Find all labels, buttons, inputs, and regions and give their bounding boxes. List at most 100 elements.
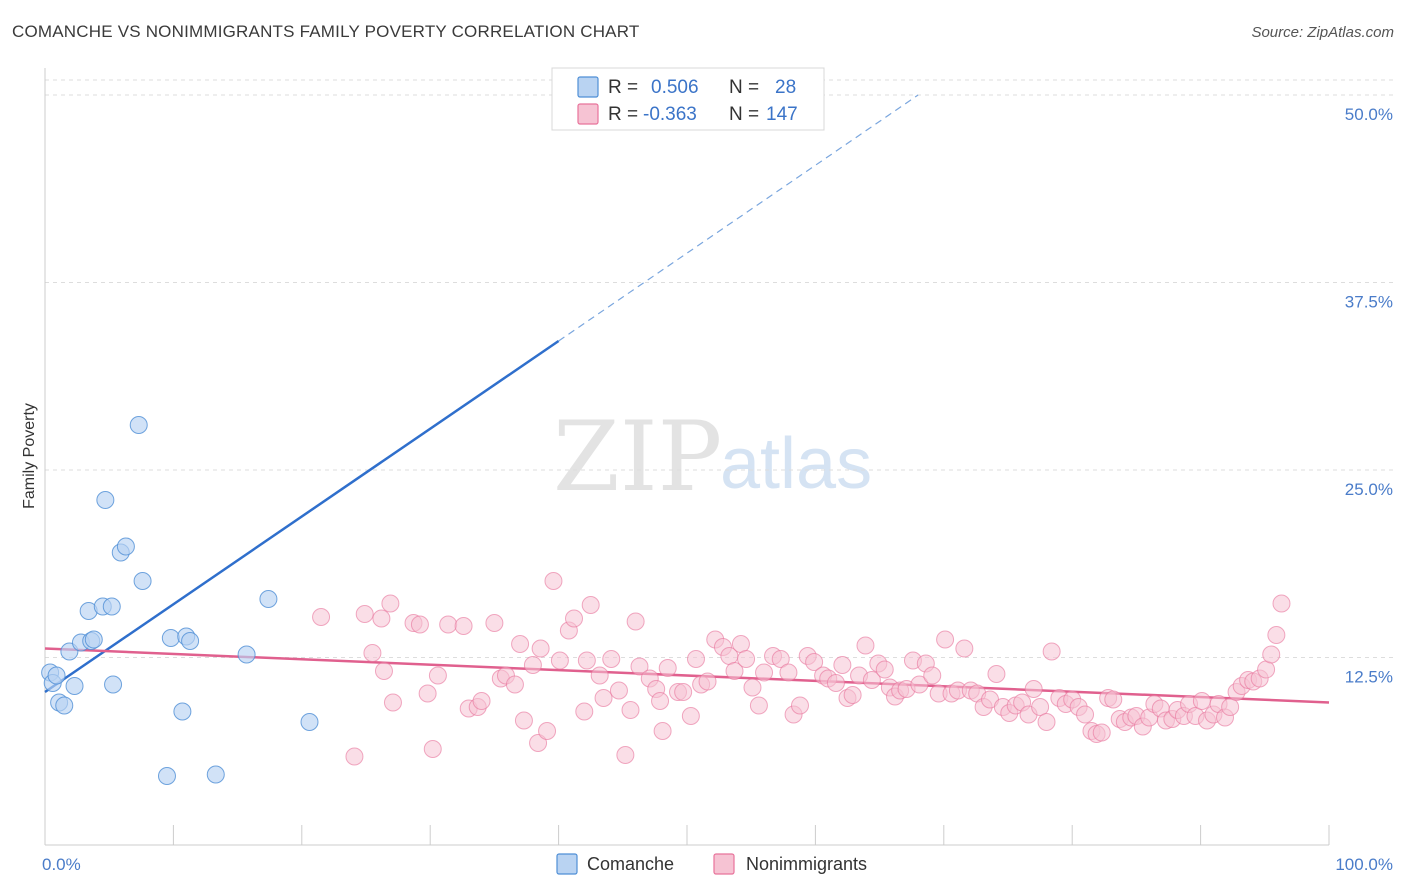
watermark-atlas: atlas: [720, 424, 872, 504]
comanche-point: [161, 629, 180, 647]
nonimmigrants-point: [454, 617, 473, 635]
legend-r-value-nonimmigrants: -0.363: [643, 104, 697, 125]
nonimmigrants-point: [410, 615, 429, 634]
comanche-point: [102, 597, 121, 616]
y-tick-label: 12.5%: [1345, 668, 1393, 687]
nonimmigrants-point: [581, 596, 600, 614]
y-tick-label: 50.0%: [1345, 105, 1393, 124]
legend-box: R = 0.506 N = 28 R = -0.363 N = 147: [551, 67, 825, 131]
nonimmigrants-point: [743, 678, 762, 697]
nonimmigrants-point: [725, 662, 744, 680]
nonimmigrants-point: [630, 657, 649, 676]
nonimmigrants-point: [616, 746, 635, 764]
nonimmigrants-point: [439, 615, 458, 634]
nonimmigrants-point: [590, 666, 609, 685]
nonimmigrants-point: [1024, 680, 1043, 698]
nonimmigrants-point: [1272, 594, 1291, 613]
nonimmigrants-point: [856, 636, 875, 655]
x-tick-label-max: 100.0%: [1335, 855, 1393, 874]
y-tick-label: 37.5%: [1345, 293, 1393, 312]
nonimmigrants-point: [575, 702, 594, 721]
nonimmigrants-point: [550, 651, 569, 670]
nonimmigrants-point: [833, 656, 852, 674]
nonimmigrants-point: [418, 684, 437, 703]
nonimmigrants-point: [621, 701, 640, 719]
nonimmigrants-point: [577, 651, 596, 670]
nonimmigrants-point: [531, 639, 550, 658]
chart-title: COMANCHE VS NONIMMIGRANTS FAMILY POVERTY…: [12, 22, 640, 41]
nonimmigrants-point: [1267, 626, 1286, 644]
bottom-legend: Comanche Nonimmigrants: [556, 853, 867, 875]
comanche-point: [84, 630, 103, 649]
comanche-trend-extension: [558, 94, 919, 342]
nonimmigrants-point: [374, 662, 393, 680]
nonimmigrants-point: [779, 663, 798, 682]
comanche-trend-line: [44, 339, 560, 694]
nonimmigrants-point: [423, 740, 442, 758]
y-axis-label: Family Poverty: [21, 403, 38, 509]
nonimmigrants-point: [862, 671, 881, 689]
nonimmigrants-point: [749, 696, 768, 715]
x-tick-label-min: 0.0%: [42, 855, 81, 874]
nonimmigrants-point: [1042, 642, 1061, 661]
nonimmigrants-point: [602, 650, 621, 668]
nonimmigrants-point: [875, 660, 894, 679]
comanche-point: [173, 702, 192, 721]
comanche-point: [259, 590, 278, 608]
watermark-zip: ZIP: [553, 401, 722, 513]
nonimmigrants-point: [790, 696, 809, 715]
comanche-point: [116, 537, 135, 556]
comanche-point: [96, 491, 115, 509]
nonimmigrants-point: [731, 635, 750, 653]
nonimmigrants-point: [538, 722, 557, 740]
nonimmigrants-point: [1262, 645, 1281, 664]
bottom-legend-nonimmigrants: Nonimmigrants: [746, 854, 867, 874]
trend-lines: [44, 94, 1330, 704]
nonimmigrants-point: [698, 672, 717, 691]
nonimmigrants-point: [987, 665, 1006, 683]
bottom-legend-swatch-nonimmigrants: [713, 853, 735, 875]
nonimmigrants-point: [755, 663, 774, 682]
nonimmigrants-point: [955, 639, 974, 658]
nonimmigrants-point: [523, 656, 542, 674]
comanche-point: [300, 713, 319, 731]
nonimmigrants-point: [1192, 692, 1211, 710]
nonimmigrants-point: [1076, 705, 1095, 724]
comanche-point: [157, 767, 176, 785]
nonimmigrants-point: [514, 711, 533, 730]
y-tick-label: 25.0%: [1345, 480, 1393, 499]
bottom-legend-swatch-comanche: [556, 853, 578, 875]
nonimmigrants-point: [805, 653, 824, 671]
nonimmigrants-point: [826, 674, 845, 692]
comanche-point: [65, 677, 84, 695]
nonimmigrants-point: [1104, 690, 1123, 709]
nonimmigrants-point: [674, 683, 693, 701]
nonimmigrants-point: [653, 722, 672, 740]
nonimmigrants-point: [936, 630, 955, 649]
nonimmigrants-point: [651, 692, 670, 710]
nonimmigrants-point: [544, 572, 563, 590]
comanche-point: [181, 632, 200, 650]
nonimmigrants-point: [594, 689, 613, 707]
legend-n-value-comanche: 28: [775, 77, 796, 98]
tick-labels: 12.5% 25.0% 37.5% 50.0% 0.0% 100.0%: [42, 105, 1393, 874]
nonimmigrants-point: [737, 650, 756, 668]
comanche-point: [206, 765, 225, 784]
legend-r-label-comanche: R =: [608, 77, 638, 98]
legend-n-label-nonimmigrants: N =: [729, 104, 759, 125]
nonimmigrants-point: [1092, 723, 1111, 742]
data-points: [41, 416, 1291, 785]
nonimmigrants-point: [843, 686, 862, 704]
nonimmigrants-point: [345, 747, 364, 766]
comanche-point: [133, 572, 152, 590]
comanche-point: [55, 696, 74, 715]
nonimmigrants-point: [1221, 698, 1240, 716]
comanche-point: [47, 666, 66, 685]
nonimmigrants-point: [312, 608, 331, 626]
nonimmigrants-point: [771, 650, 790, 668]
legend-swatch-comanche: [577, 76, 599, 98]
nonimmigrants-point: [681, 707, 700, 725]
comanche-point: [129, 416, 148, 434]
nonimmigrants-point: [355, 605, 374, 623]
